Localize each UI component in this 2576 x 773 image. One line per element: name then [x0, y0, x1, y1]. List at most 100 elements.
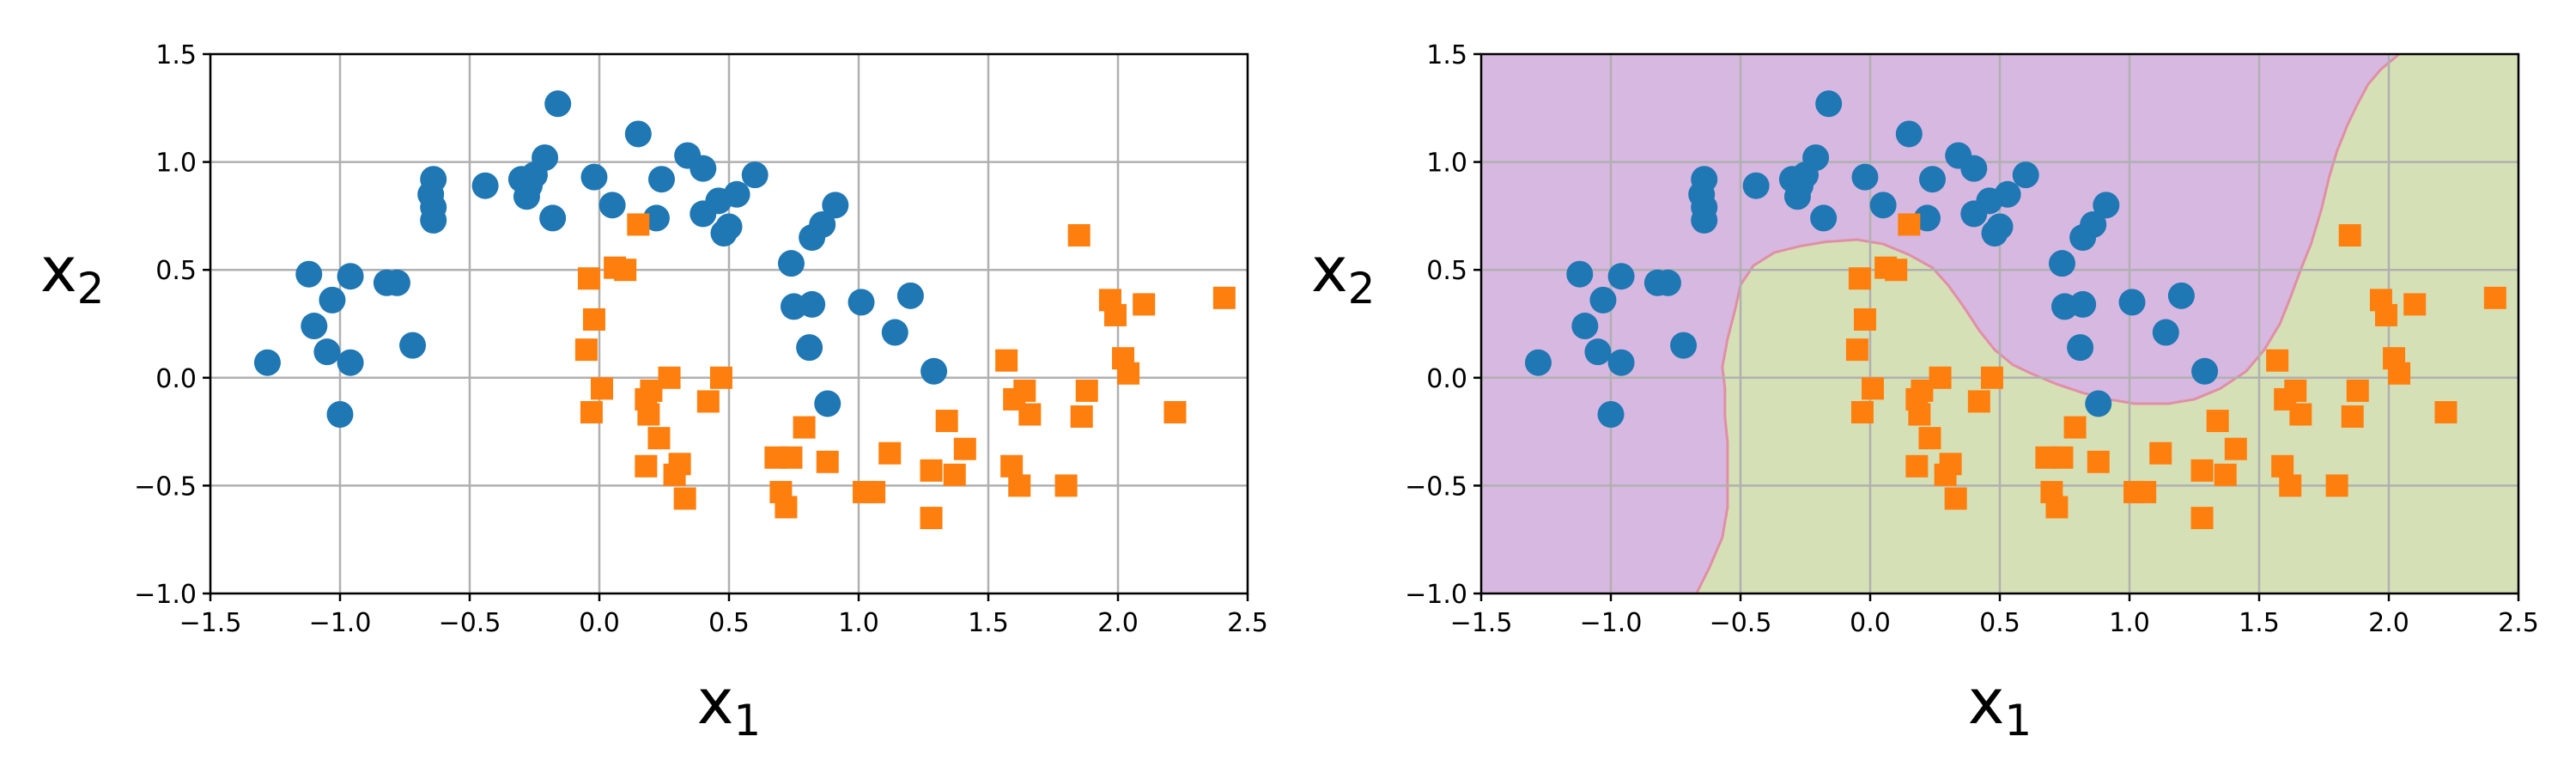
- point-circle: [723, 180, 750, 208]
- point-square: [658, 366, 681, 389]
- point-circle: [2048, 250, 2075, 277]
- x-tick-label: 0.0: [579, 608, 620, 638]
- point-square: [2266, 349, 2289, 372]
- point-circle: [1571, 313, 1599, 340]
- point-circle: [715, 213, 743, 240]
- x-tick-label: 2.0: [1097, 608, 1139, 638]
- x-tick-label: 1.0: [838, 608, 879, 638]
- x-tick-label: 2.0: [2368, 608, 2409, 638]
- point-circle: [326, 401, 354, 429]
- point-circle: [2069, 290, 2097, 318]
- point-circle: [383, 269, 410, 296]
- x-tick-label: 1.0: [2109, 608, 2150, 638]
- region-class1: [1696, 54, 2518, 593]
- y-tick-label: 0.0: [155, 364, 197, 394]
- point-circle: [848, 289, 875, 316]
- point-square: [1070, 405, 1093, 429]
- point-square: [780, 446, 803, 469]
- point-circle: [822, 192, 849, 219]
- point-circle: [809, 210, 836, 238]
- x-tick-label: 0.5: [1979, 608, 2020, 638]
- point-square: [1918, 427, 1941, 450]
- point-square: [775, 496, 798, 519]
- point-square: [2045, 496, 2069, 519]
- y-tick-label: 1.5: [155, 40, 197, 70]
- point-square: [2279, 474, 2302, 497]
- point-circle: [1597, 401, 1625, 429]
- x-tick-label: −1.5: [179, 608, 242, 638]
- point-square: [673, 487, 696, 510]
- point-circle: [301, 313, 328, 340]
- y-tick-label: −0.5: [1405, 472, 1467, 502]
- point-square: [2483, 286, 2506, 309]
- point-square: [1885, 259, 1908, 282]
- point-square: [2434, 400, 2458, 423]
- point-square: [647, 427, 671, 450]
- point-square: [2087, 450, 2110, 473]
- point-circle: [580, 163, 608, 191]
- x-tick-label: 0.5: [708, 608, 750, 638]
- plot-body: [1481, 54, 2518, 593]
- point-circle: [690, 155, 717, 182]
- x-tick-label: 1.5: [968, 608, 1009, 638]
- y-tick-label: 0.0: [1426, 364, 1467, 394]
- point-square: [2149, 441, 2172, 465]
- point-square: [574, 338, 598, 362]
- point-square: [2284, 379, 2307, 402]
- point-square: [614, 259, 637, 282]
- point-square: [2190, 507, 2214, 530]
- point-square: [935, 410, 958, 433]
- chart-left-scatter: −1.5 −1.0 −0.5 0.0 0.5 1.0 1.5 2.0 2.5−1.0−0.50.…: [40, 40, 1268, 746]
- point-square: [2338, 224, 2361, 247]
- point-circle: [2152, 319, 2179, 346]
- y-axis-label-subscript: 2: [1348, 264, 1376, 313]
- x-tick-label: −0.5: [439, 608, 501, 638]
- point-square: [920, 507, 943, 530]
- x-axis-label: x1: [697, 666, 761, 746]
- point-circle: [647, 166, 675, 193]
- point-circle: [777, 250, 805, 277]
- point-square: [2289, 403, 2312, 426]
- point-circle: [920, 357, 948, 385]
- point-square: [1929, 366, 1952, 389]
- point-square: [668, 453, 691, 476]
- point-square: [2050, 446, 2074, 469]
- point-square: [816, 450, 839, 473]
- point-circle: [1913, 204, 1941, 232]
- point-circle: [2012, 161, 2039, 189]
- y-axis-label-subscript: 2: [77, 264, 105, 313]
- point-circle: [1815, 90, 1843, 118]
- point-circle: [337, 349, 364, 376]
- y-tick-label: 1.0: [1426, 149, 1467, 179]
- y-tick-label: 0.5: [1426, 256, 1467, 286]
- point-square: [1908, 403, 1931, 426]
- point-square: [627, 213, 650, 236]
- point-circle: [1810, 204, 1838, 232]
- point-circle: [2080, 210, 2107, 238]
- point-square: [920, 459, 943, 482]
- point-square: [1075, 379, 1098, 402]
- point-square: [1853, 307, 1876, 331]
- point-circle: [881, 319, 908, 346]
- point-square: [2403, 293, 2427, 316]
- point-circle: [642, 204, 670, 232]
- point-circle: [1589, 286, 1617, 313]
- point-square: [995, 349, 1018, 372]
- y-tick-label: 1.0: [155, 149, 197, 179]
- point-circle: [796, 334, 823, 362]
- point-square: [1898, 213, 1921, 236]
- point-square: [1905, 454, 1929, 478]
- point-circle: [1986, 213, 2014, 240]
- point-circle: [1869, 192, 1897, 219]
- point-square: [2374, 303, 2397, 326]
- point-square: [863, 480, 886, 503]
- point-square: [1944, 487, 1967, 510]
- point-circle: [544, 90, 572, 118]
- chart-right-decision-boundary: −1.5 −1.0 −0.5 0.0 0.5 1.0 1.5 2.0 2.5−1.0−0.50.…: [1311, 40, 2539, 746]
- x-tick-label: −1.5: [1450, 608, 1513, 638]
- point-square: [793, 416, 816, 439]
- point-circle: [1670, 332, 1698, 359]
- y-tick-label: 1.5: [1426, 40, 1467, 70]
- point-square: [2206, 410, 2229, 433]
- decision-boundary-line: [1695, 54, 2401, 593]
